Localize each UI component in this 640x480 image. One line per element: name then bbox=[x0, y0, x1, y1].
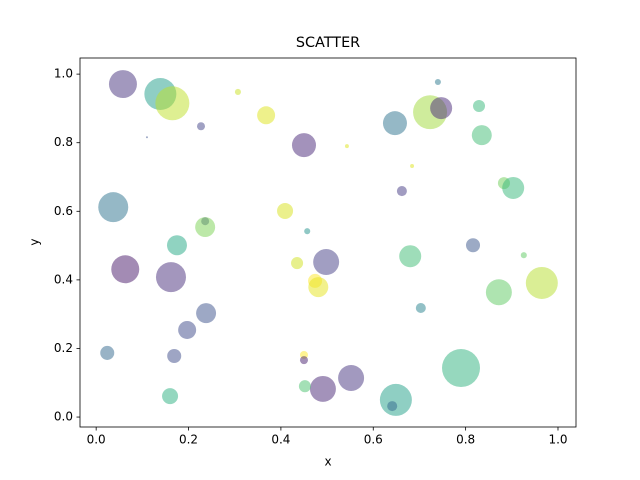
point bbox=[195, 217, 216, 238]
chart-title: SCATTER bbox=[296, 35, 360, 51]
y-tick-label: 0.2 bbox=[54, 341, 73, 355]
point bbox=[410, 164, 415, 168]
point bbox=[167, 348, 182, 364]
y-axis-label: y bbox=[28, 238, 42, 245]
point bbox=[502, 176, 525, 199]
x-tick-label: 0.8 bbox=[456, 433, 475, 447]
point bbox=[465, 238, 481, 253]
point bbox=[313, 249, 340, 276]
point bbox=[196, 303, 217, 324]
point bbox=[430, 97, 453, 120]
point bbox=[399, 245, 422, 268]
y-tick-label: 0.4 bbox=[54, 272, 73, 286]
point bbox=[308, 277, 329, 298]
point bbox=[379, 383, 412, 416]
point bbox=[442, 349, 481, 388]
point bbox=[520, 252, 527, 259]
point bbox=[382, 111, 407, 136]
point bbox=[299, 356, 308, 365]
point bbox=[396, 186, 407, 197]
x-tick-label: 0.6 bbox=[364, 433, 383, 447]
point bbox=[344, 144, 349, 149]
point bbox=[291, 133, 316, 158]
point bbox=[197, 122, 205, 131]
point bbox=[145, 136, 148, 139]
point bbox=[178, 320, 197, 339]
x-tick-label: 0.4 bbox=[271, 433, 290, 447]
point bbox=[387, 401, 398, 412]
point bbox=[162, 388, 179, 405]
point bbox=[298, 380, 311, 393]
point bbox=[108, 70, 137, 99]
point bbox=[415, 302, 426, 314]
point bbox=[111, 255, 140, 284]
x-tick-label: 1.0 bbox=[548, 433, 567, 447]
y-tick-label: 1.0 bbox=[54, 67, 73, 81]
point bbox=[525, 266, 558, 299]
point bbox=[234, 88, 241, 95]
point bbox=[309, 375, 336, 402]
point bbox=[291, 257, 304, 270]
x-tick-label: 0.2 bbox=[179, 433, 198, 447]
point bbox=[100, 345, 115, 360]
point bbox=[98, 192, 129, 223]
point bbox=[257, 106, 276, 125]
x-tick-label: 0.0 bbox=[87, 433, 106, 447]
point bbox=[471, 125, 492, 146]
point bbox=[338, 364, 365, 391]
y-tick-label: 0.6 bbox=[54, 204, 73, 218]
point bbox=[155, 86, 190, 121]
point bbox=[434, 78, 441, 86]
y-tick-label: 0.0 bbox=[54, 410, 73, 424]
point bbox=[277, 202, 294, 219]
plot-frame bbox=[79, 57, 577, 428]
point bbox=[166, 235, 187, 256]
point bbox=[304, 228, 311, 235]
point bbox=[473, 99, 486, 113]
y-tick-label: 0.8 bbox=[54, 135, 73, 149]
point bbox=[485, 279, 512, 306]
x-axis-label: x bbox=[324, 455, 331, 469]
point bbox=[155, 262, 186, 293]
